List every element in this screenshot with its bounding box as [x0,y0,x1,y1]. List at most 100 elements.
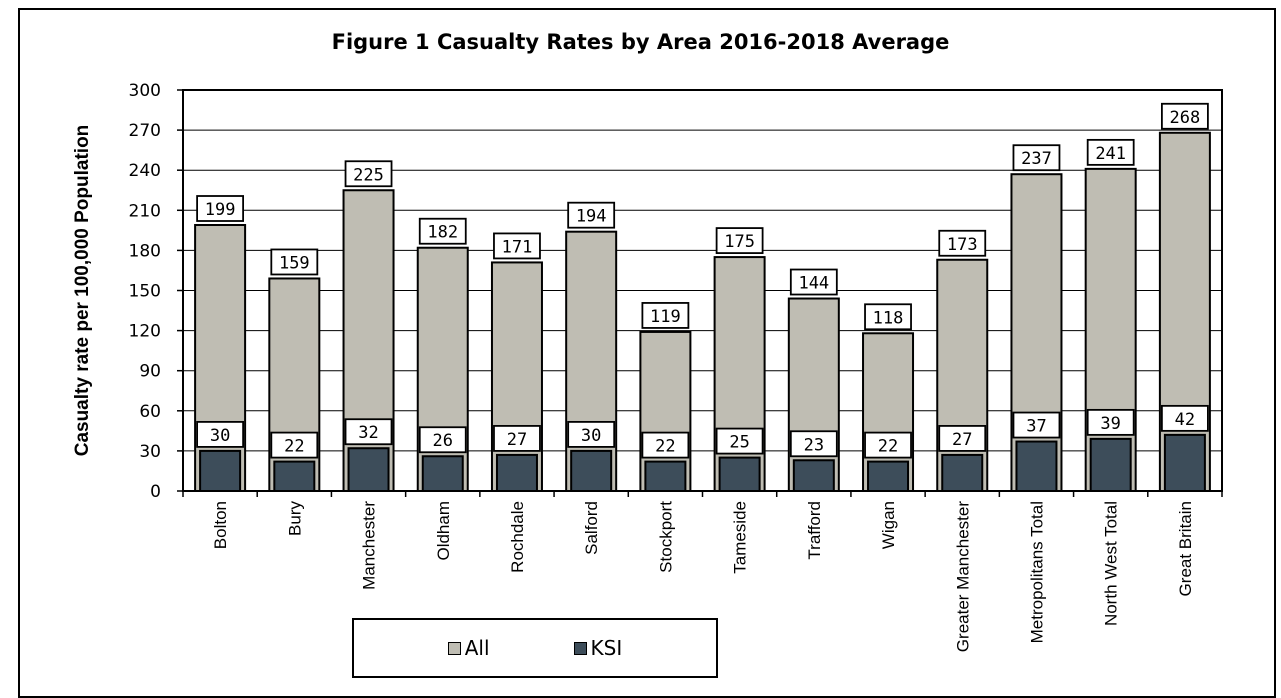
bar-ksi [792,459,835,492]
bar-ksi [1163,433,1206,492]
bar-ksi [570,449,613,492]
bar-ksi [421,455,464,493]
y-axis-label: Casualty rate per 100,000 Population [72,125,93,457]
data-label-all: 194 [576,207,607,227]
data-label-all-box [1086,138,1135,166]
bar-all [787,297,840,492]
x-tick-label: Great Britain [1176,501,1195,596]
data-label-all-box [864,303,912,331]
data-label-ksi: 27 [952,430,972,450]
legend-label-all: All [464,636,490,660]
legend-label-ksi: KSI [590,636,623,660]
bar-all [713,256,766,493]
data-label-ksi-box [344,418,393,446]
data-label-all-box [1160,102,1209,130]
x-tick-label: Bolton [211,501,230,549]
data-label-all-box [344,160,393,188]
data-label-all: 268 [1170,108,1201,128]
chart-legend: All KSI [352,618,718,678]
x-tick-label: Rochdale [508,501,527,573]
data-label-ksi-box [789,430,838,458]
data-label-ksi-box [418,426,467,454]
y-tick-label: 270 [129,121,161,141]
data-label-all-box [270,248,319,276]
x-tick-label: Manchester [360,501,379,590]
data-label-all-box [715,227,764,254]
data-label-all: 182 [427,223,458,243]
data-label-all-box [418,217,467,245]
data-label-all: 144 [798,274,829,294]
legend-swatch-all [447,641,461,655]
x-tick-label: Stockport [656,501,675,573]
y-tick-label: 0 [150,482,161,502]
bar-ksi [644,460,687,492]
data-label-ksi-box [641,431,690,459]
x-tick-label: Wigan [879,501,898,549]
data-label-ksi: 42 [1175,410,1195,430]
data-label-all-box [789,268,838,296]
data-label-ksi: 30 [581,426,601,446]
data-label-ksi-box [864,431,912,459]
data-label-ksi: 25 [729,433,749,453]
y-tick-label: 180 [129,241,161,261]
data-label-ksi-box [196,420,245,448]
x-tick-label: Trafford [805,501,824,560]
data-label-all-box [196,195,245,222]
data-label-ksi-box [1012,411,1061,439]
data-label-all: 237 [1021,149,1052,169]
y-tick-label: 90 [139,362,161,382]
data-label-ksi: 22 [878,437,898,457]
data-label-all-box [493,232,541,260]
bar-ksi [199,449,242,492]
y-tick-label: 240 [129,161,161,181]
data-label-all: 159 [279,253,310,273]
bar-all [268,277,321,492]
bar-all [1084,167,1137,492]
data-label-all-box [1012,144,1061,172]
data-label-ksi-box [1086,408,1135,436]
data-label-all: 119 [650,307,681,327]
data-label-ksi: 22 [655,437,675,457]
bar-ksi [273,460,316,492]
data-label-ksi-box [567,420,616,448]
data-label-all: 118 [873,308,904,328]
bar-all [490,261,543,492]
y-tick-label: 150 [129,282,161,302]
y-tick-label: 210 [129,201,161,221]
data-label-ksi: 23 [804,435,824,455]
bar-ksi [941,453,984,493]
bar-ksi [1015,440,1058,492]
bar-ksi [347,447,390,492]
x-tick-label: Oldham [434,501,453,561]
data-label-ksi: 22 [284,437,304,457]
chart-title: Figure 1 Casualty Rates by Area 2016-201… [331,30,950,54]
bar-ksi [495,453,538,493]
y-tick-label: 60 [139,402,161,422]
data-label-ksi-box [270,431,319,459]
x-tick-label: Bury [285,501,304,536]
x-tick-label: Metropolitans Total [1027,501,1046,643]
data-label-ksi: 39 [1100,414,1120,434]
x-tick-label: Salford [582,501,601,555]
legend-item-all: All [447,636,490,660]
data-label-ksi-box [715,427,764,455]
data-label-ksi: 37 [1026,417,1046,437]
data-label-all: 173 [947,235,978,255]
x-tick-label: North West Total [1102,501,1121,626]
data-label-all: 225 [353,165,384,185]
data-label-ksi-box [1160,404,1209,432]
bar-ksi [867,460,910,492]
y-tick-label: 300 [129,81,161,101]
legend-item-ksi: KSI [573,636,623,660]
data-label-all: 199 [205,200,236,220]
data-label-ksi: 32 [358,423,378,443]
y-tick-label: 120 [129,322,161,342]
data-label-all: 241 [1095,144,1126,164]
data-label-ksi: 26 [433,431,453,451]
bar-ksi [1089,437,1132,492]
x-tick-label: Greater Manchester [953,501,972,653]
bar-all [342,189,395,492]
data-label-ksi-box [938,425,987,452]
legend-swatch-ksi [573,641,587,655]
